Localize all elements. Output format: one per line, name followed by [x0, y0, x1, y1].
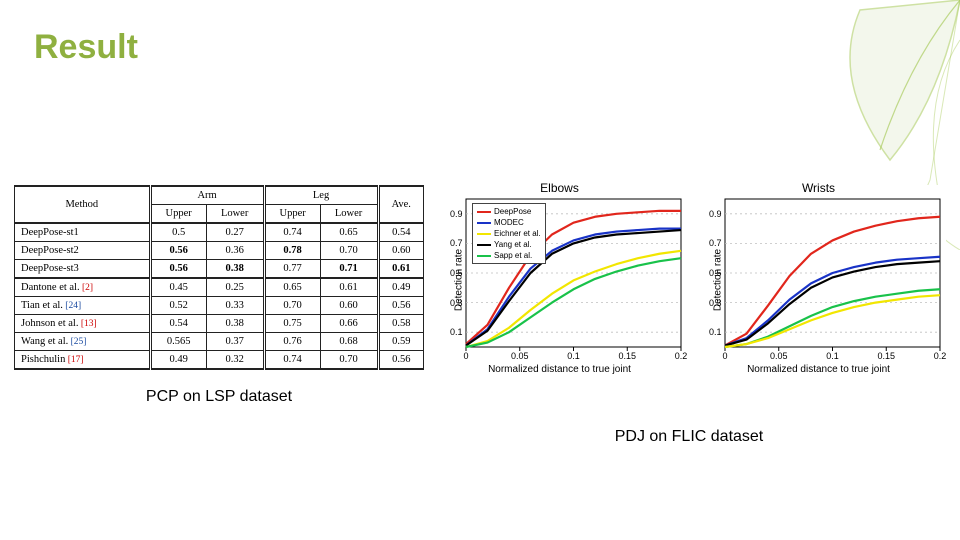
table-cell: 0.38	[206, 315, 264, 333]
table-cell: 0.49	[378, 278, 423, 297]
plot-title: Wrists	[691, 181, 946, 195]
table-cell: 0.77	[264, 260, 320, 279]
plot-title: Elbows	[432, 181, 687, 195]
table-row-method: Tian et al. [24]	[15, 297, 151, 315]
th-leg-upper: Upper	[264, 205, 320, 224]
table-row-method: Pishchulin [17]	[15, 351, 151, 370]
x-axis-label: Normalized distance to true joint	[691, 364, 946, 375]
table-cell: 0.54	[378, 223, 423, 242]
th-arm-upper: Upper	[150, 205, 206, 224]
table-cell: 0.66	[320, 315, 378, 333]
table-cell: 0.36	[206, 242, 264, 260]
table-cell: 0.54	[150, 315, 206, 333]
table-cell: 0.25	[206, 278, 264, 297]
table-cell: 0.61	[378, 260, 423, 279]
table-cell: 0.32	[206, 351, 264, 370]
table-cell: 0.56	[378, 297, 423, 315]
table-row-method: Johnson et al. [13]	[15, 315, 151, 333]
table-cell: 0.76	[264, 333, 320, 351]
table-cell: 0.37	[206, 333, 264, 351]
table-cell: 0.49	[150, 351, 206, 370]
table-row-method: Dantone et al. [2]	[15, 278, 151, 297]
table-cell: 0.78	[264, 242, 320, 260]
table-row-method: DeepPose-st2	[15, 242, 151, 260]
pcp-table-wrap: Method Arm Leg Ave. Upper Lower Upper Lo…	[14, 185, 424, 406]
table-cell: 0.56	[150, 260, 206, 279]
y-axis-label: Detection rate	[713, 249, 724, 311]
table-cell: 0.61	[320, 278, 378, 297]
elbows-plot: 0.10.30.50.70.900.050.10.150.2ElbowsDete…	[432, 185, 687, 375]
table-cell: 0.68	[320, 333, 378, 351]
table-row-method: DeepPose-st3	[15, 260, 151, 279]
table-caption: PCP on LSP dataset	[14, 388, 424, 406]
table-cell: 0.56	[378, 351, 423, 370]
table-cell: 0.74	[264, 223, 320, 242]
table-cell: 0.56	[150, 242, 206, 260]
th-ave: Ave.	[378, 186, 423, 223]
table-cell: 0.27	[206, 223, 264, 242]
table-cell: 0.65	[264, 278, 320, 297]
table-cell: 0.71	[320, 260, 378, 279]
th-arm-lower: Lower	[206, 205, 264, 224]
content-row: Method Arm Leg Ave. Upper Lower Upper Lo…	[14, 185, 946, 406]
table-cell: 0.60	[378, 242, 423, 260]
table-row-method: DeepPose-st1	[15, 223, 151, 242]
table-cell: 0.60	[320, 297, 378, 315]
th-arm: Arm	[150, 186, 264, 205]
th-method: Method	[15, 186, 151, 223]
pcp-table: Method Arm Leg Ave. Upper Lower Upper Lo…	[14, 185, 424, 370]
table-cell: 0.38	[206, 260, 264, 279]
th-leg-lower: Lower	[320, 205, 378, 224]
table-cell: 0.52	[150, 297, 206, 315]
plots-area: 0.10.30.50.70.900.050.10.150.2ElbowsDete…	[432, 185, 946, 406]
table-cell: 0.45	[150, 278, 206, 297]
table-cell: 0.70	[320, 351, 378, 370]
th-leg: Leg	[264, 186, 378, 205]
page-title: Result	[34, 28, 138, 67]
plots-caption: PDJ on FLIC dataset	[432, 428, 946, 446]
table-cell: 0.74	[264, 351, 320, 370]
table-cell: 0.58	[378, 315, 423, 333]
table-cell: 0.59	[378, 333, 423, 351]
table-cell: 0.565	[150, 333, 206, 351]
x-axis-label: Normalized distance to true joint	[432, 364, 687, 375]
table-cell: 0.70	[264, 297, 320, 315]
table-row-method: Wang et al. [25]	[15, 333, 151, 351]
table-cell: 0.65	[320, 223, 378, 242]
table-cell: 0.33	[206, 297, 264, 315]
table-cell: 0.70	[320, 242, 378, 260]
wrists-plot: 0.10.30.50.70.900.050.10.150.2WristsDete…	[691, 185, 946, 375]
chart-legend: DeepPoseMODECEichner et al.Yang et al.Sa…	[472, 203, 546, 264]
table-cell: 0.75	[264, 315, 320, 333]
y-axis-label: Detection rate	[454, 249, 465, 311]
table-cell: 0.5	[150, 223, 206, 242]
